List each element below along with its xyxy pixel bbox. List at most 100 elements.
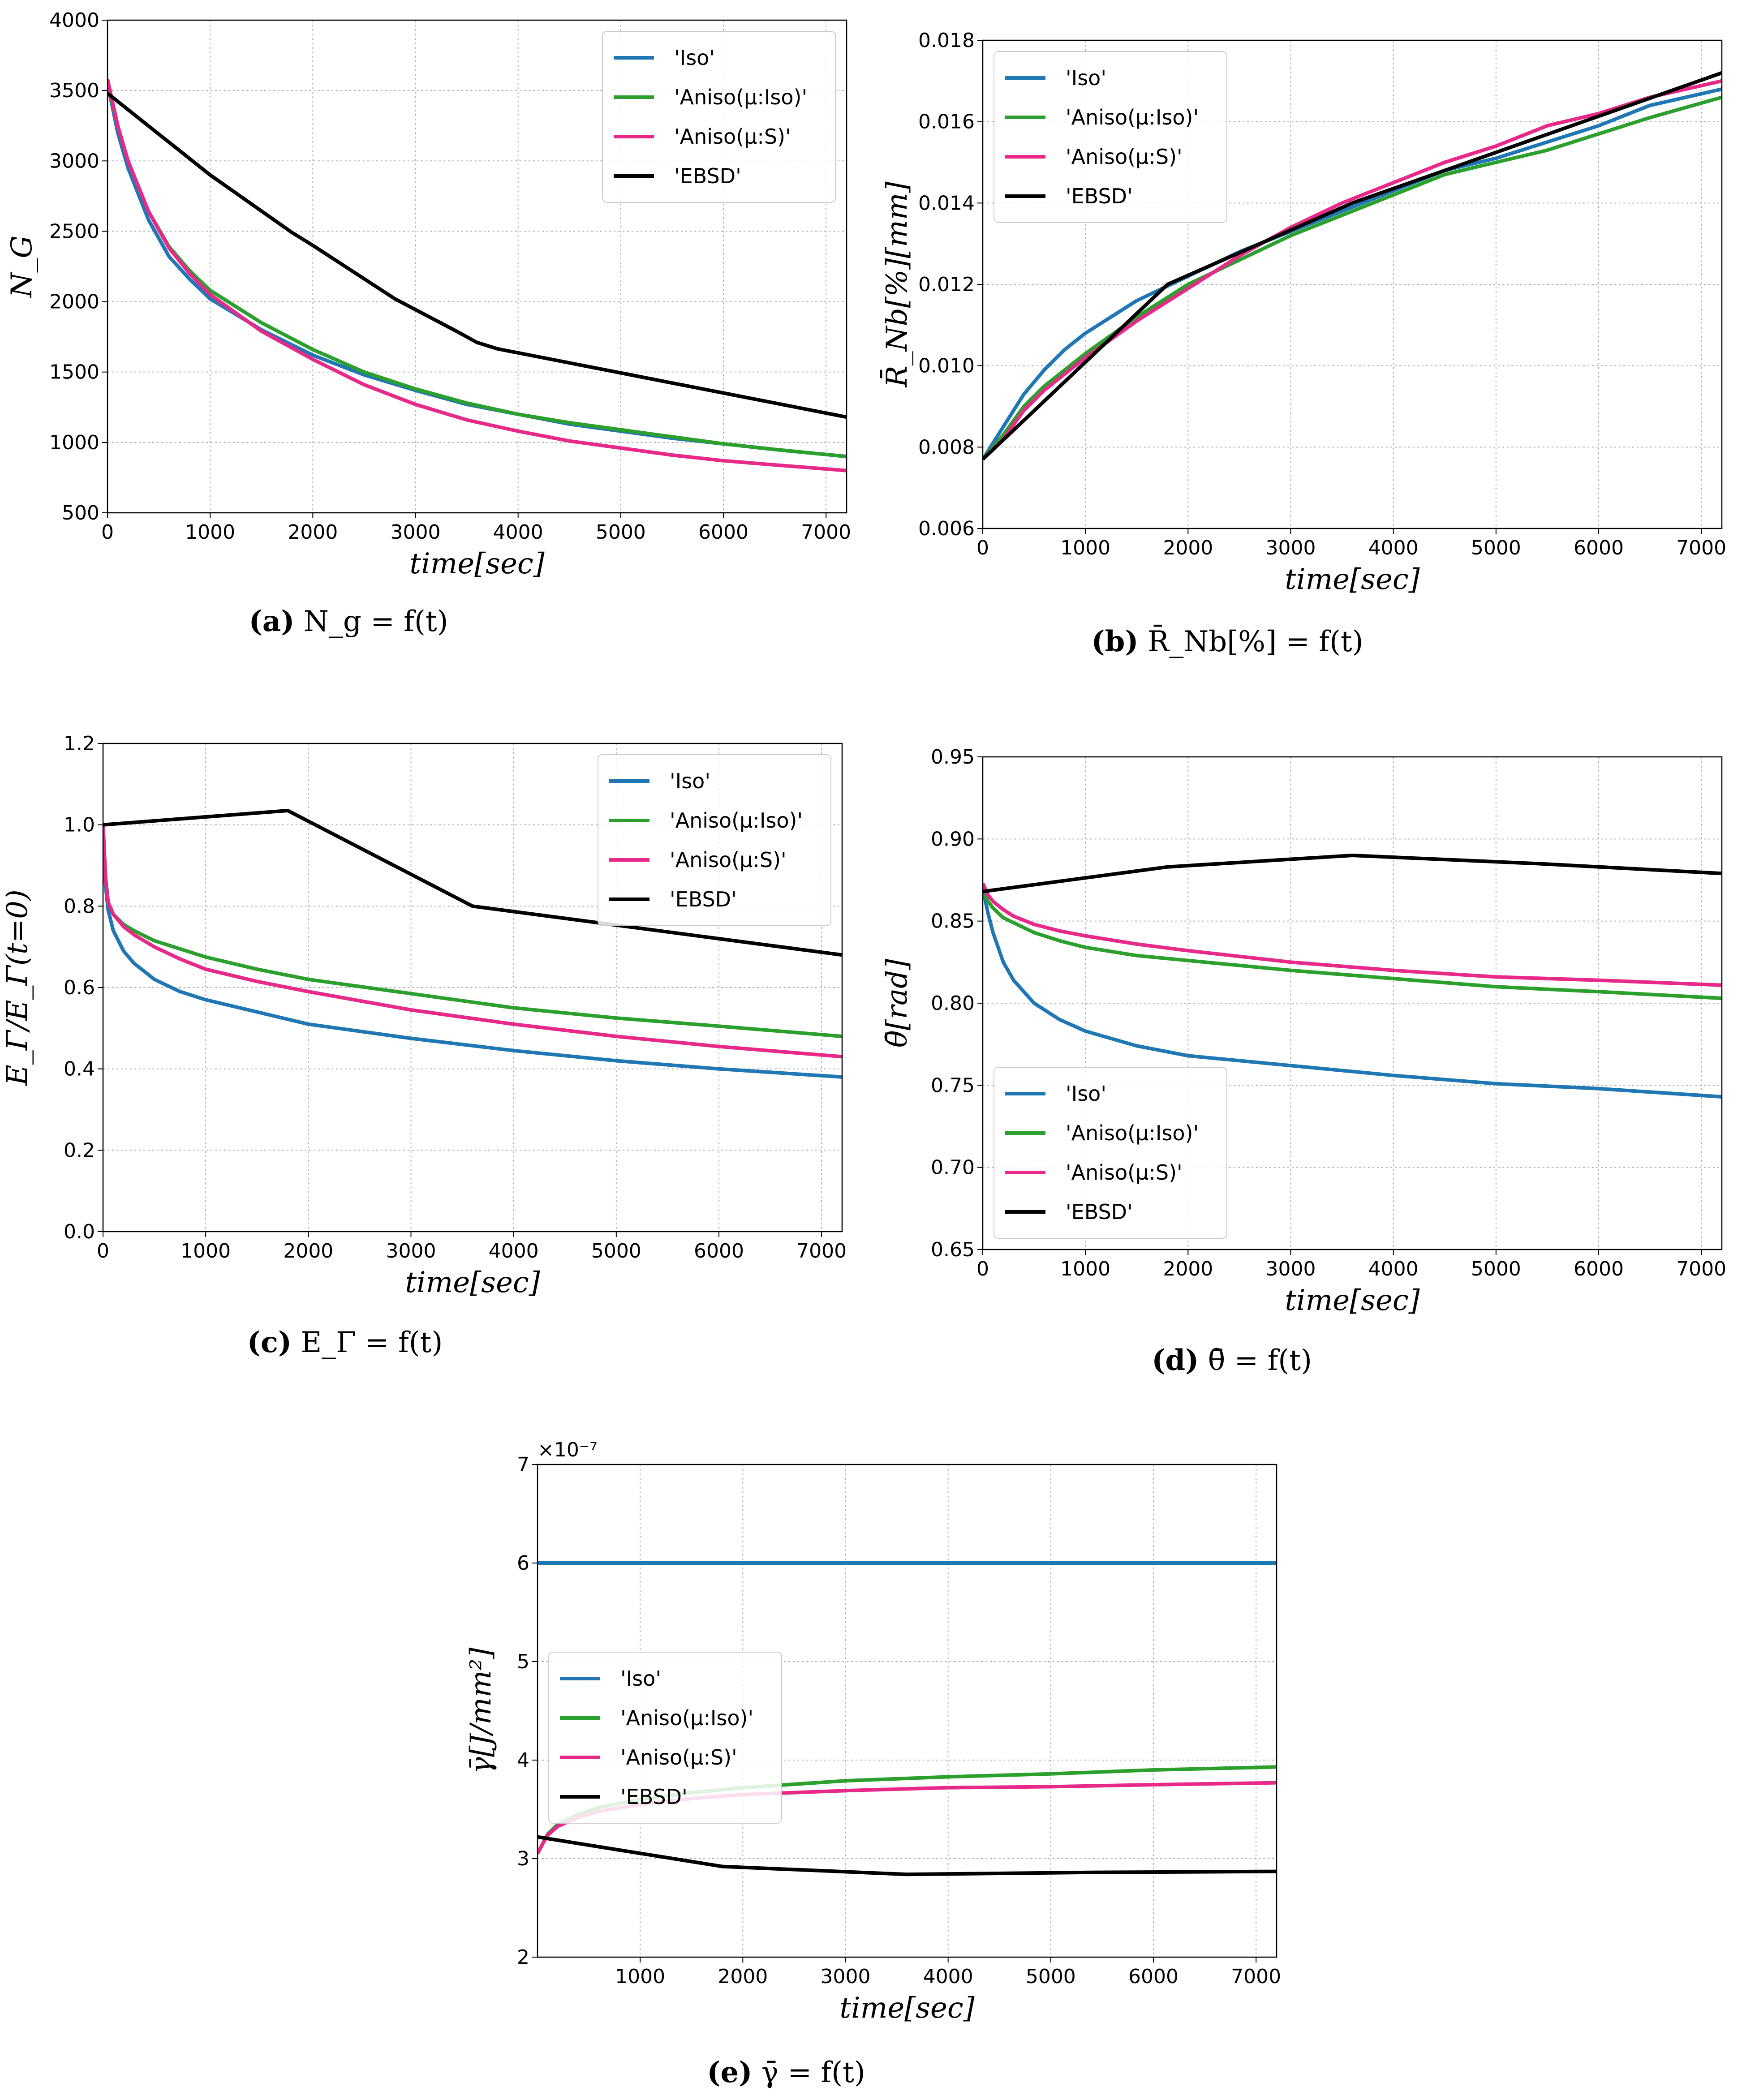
legend-box bbox=[548, 1652, 782, 1824]
series-line-aniso-iso bbox=[983, 95, 1722, 461]
x-tick-label: 1000 bbox=[185, 521, 235, 544]
legend-label: 'EBSD' bbox=[620, 1785, 688, 1809]
y-tick-label: 0.008 bbox=[918, 436, 975, 459]
y-axis-multiplier: ×10⁻⁷ bbox=[538, 1439, 598, 1461]
x-tick-label: 0 bbox=[976, 1258, 989, 1280]
x-axis-label: time[sec] bbox=[1285, 1284, 1420, 1317]
legend-label: 'EBSD' bbox=[670, 887, 737, 911]
x-tick-label: 6000 bbox=[1574, 537, 1624, 559]
y-tick-label: 0.018 bbox=[918, 29, 975, 52]
series-line-ebsd bbox=[103, 808, 842, 957]
caption-e-formula: γ̄ = f(t) bbox=[761, 2056, 865, 2089]
legend-label: 'EBSD' bbox=[1066, 1200, 1133, 1224]
caption-d-label: (d) bbox=[1152, 1344, 1199, 1377]
x-tick-label: 4000 bbox=[1368, 1258, 1419, 1280]
y-axis-label: γ̄[J/mm²] bbox=[465, 1647, 498, 1774]
x-axis-label: time[sec] bbox=[1285, 563, 1420, 596]
x-tick-label: 6000 bbox=[698, 521, 748, 544]
caption-a-formula: N_g = f(t) bbox=[303, 605, 448, 638]
x-tick-label: 5000 bbox=[1026, 1965, 1076, 1988]
series-line-aniso-s bbox=[983, 882, 1722, 987]
series-line-iso bbox=[103, 825, 842, 1079]
x-tick-label: 2000 bbox=[1163, 1258, 1213, 1280]
legend-label: 'Aniso(μ:S)' bbox=[670, 848, 787, 872]
y-tick-label: 0.2 bbox=[64, 1139, 95, 1162]
legend-label: 'Iso' bbox=[620, 1666, 661, 1691]
y-tick-label: 0.90 bbox=[931, 828, 975, 850]
y-tick-label: 0.006 bbox=[918, 517, 975, 540]
x-tick-label: 7000 bbox=[1676, 1258, 1726, 1280]
legend-label: 'Aniso(μ:S)' bbox=[674, 125, 791, 149]
x-tick-label: 7000 bbox=[1231, 1965, 1281, 1988]
y-tick-label: 0.65 bbox=[931, 1238, 975, 1261]
x-tick-label: 5000 bbox=[1471, 537, 1521, 559]
plot-frame bbox=[537, 1464, 1277, 1958]
x-tick-label: 4000 bbox=[489, 1240, 539, 1263]
chart-panel-b: 0 1000 2000 3000 4000 5000 6000 7000 0.006 0.008 0… bbox=[880, 29, 1726, 596]
y-tick-label: 0.014 bbox=[918, 192, 975, 215]
y-tick-label: 2000 bbox=[49, 291, 99, 313]
y-tick-label: 0.012 bbox=[918, 273, 975, 296]
series-line-ebsd bbox=[983, 71, 1722, 461]
series-line-aniso-s bbox=[103, 825, 842, 1059]
y-tick-label: 7 bbox=[517, 1453, 529, 1476]
y-tick-label: 500 bbox=[62, 502, 99, 524]
y-axis-label: R̄_Nb[%][mm] bbox=[880, 181, 914, 387]
x-tick-label: 0 bbox=[976, 537, 989, 559]
y-tick-label: 4000 bbox=[49, 9, 99, 32]
x-tick-label: 2000 bbox=[288, 521, 338, 544]
x-axis-label: time[sec] bbox=[405, 1266, 540, 1299]
x-tick-label: 3000 bbox=[1266, 1258, 1316, 1280]
caption-a-label: (a) bbox=[249, 605, 295, 638]
y-tick-label: 0.95 bbox=[931, 746, 975, 769]
legend-box bbox=[602, 31, 836, 203]
x-tick-label: 3000 bbox=[386, 1240, 436, 1263]
y-tick-label: 1500 bbox=[49, 361, 99, 384]
legend-box bbox=[598, 754, 831, 926]
chart-panel-d: 0 1000 2000 3000 4000 5000 6000 7000 0.65 0.70 0.7… bbox=[881, 746, 1726, 1317]
x-tick-label: 6000 bbox=[1128, 1965, 1179, 1988]
y-tick-label: 2500 bbox=[49, 220, 99, 243]
y-tick-label: 0.70 bbox=[931, 1156, 975, 1179]
legend-label: 'Iso' bbox=[1066, 1082, 1106, 1106]
x-tick-label: 0 bbox=[97, 1240, 109, 1263]
y-tick-label: 0.6 bbox=[64, 976, 95, 999]
x-tick-label: 7000 bbox=[796, 1240, 847, 1263]
chart-panel-c: 0 1000 2000 3000 4000 5000 6000 7000 0.0 0.2 0.4 0.… bbox=[1, 732, 847, 1299]
y-tick-label: 0.016 bbox=[918, 111, 975, 133]
caption-b: (b) R̄_Nb[%] = f(t) bbox=[1091, 625, 1363, 658]
y-tick-label: 0.4 bbox=[64, 1058, 95, 1081]
caption-c: (c) E_Γ = f(t) bbox=[247, 1326, 443, 1359]
x-tick-label: 5000 bbox=[1471, 1258, 1521, 1280]
series-line-ebsd bbox=[983, 854, 1722, 893]
legend-label: 'Aniso(μ:Iso)' bbox=[1066, 1121, 1199, 1145]
caption-d-formula: θ̄ = f(t) bbox=[1208, 1344, 1312, 1377]
x-tick-label: 6000 bbox=[694, 1240, 744, 1263]
legend-label: 'Iso' bbox=[1066, 66, 1106, 90]
y-tick-label: 0.8 bbox=[64, 895, 95, 918]
y-tick-label: 1.2 bbox=[64, 732, 95, 755]
x-tick-label: 4000 bbox=[493, 521, 543, 544]
y-tick-label: 0.85 bbox=[931, 910, 975, 933]
chart-panel-e: 1000 2000 3000 4000 5000 6000 7000 2 3 4 5 6 7 time[s… bbox=[465, 1439, 1281, 2025]
y-tick-label: 1000 bbox=[49, 431, 99, 454]
series-line-ebsd bbox=[538, 1835, 1277, 1877]
x-tick-label: 6000 bbox=[1574, 1258, 1624, 1280]
legend-label: 'Aniso(μ:Iso)' bbox=[674, 85, 807, 109]
chart-panel-a: 0 1000 2000 3000 4000 5000 6000 7000 500 1000 1500… bbox=[5, 9, 851, 580]
x-tick-label: 5000 bbox=[591, 1240, 641, 1263]
caption-b-label: (b) bbox=[1091, 625, 1139, 658]
y-tick-label: 3500 bbox=[49, 79, 99, 102]
x-tick-label: 7000 bbox=[801, 521, 851, 544]
x-tick-label: 2000 bbox=[283, 1240, 333, 1263]
y-tick-label: 4 bbox=[517, 1749, 529, 1772]
y-tick-label: 3000 bbox=[49, 150, 99, 172]
legend-label: 'Iso' bbox=[674, 46, 715, 70]
caption-c-formula: E_Γ = f(t) bbox=[301, 1326, 443, 1359]
caption-a: (a) N_g = f(t) bbox=[249, 605, 448, 638]
x-tick-label: 4000 bbox=[1368, 537, 1419, 559]
x-tick-label: 2000 bbox=[1163, 537, 1213, 559]
legend-label: 'Aniso(μ:S)' bbox=[1066, 145, 1183, 169]
y-tick-label: 5 bbox=[517, 1650, 529, 1673]
x-tick-label: 1000 bbox=[1060, 537, 1110, 559]
